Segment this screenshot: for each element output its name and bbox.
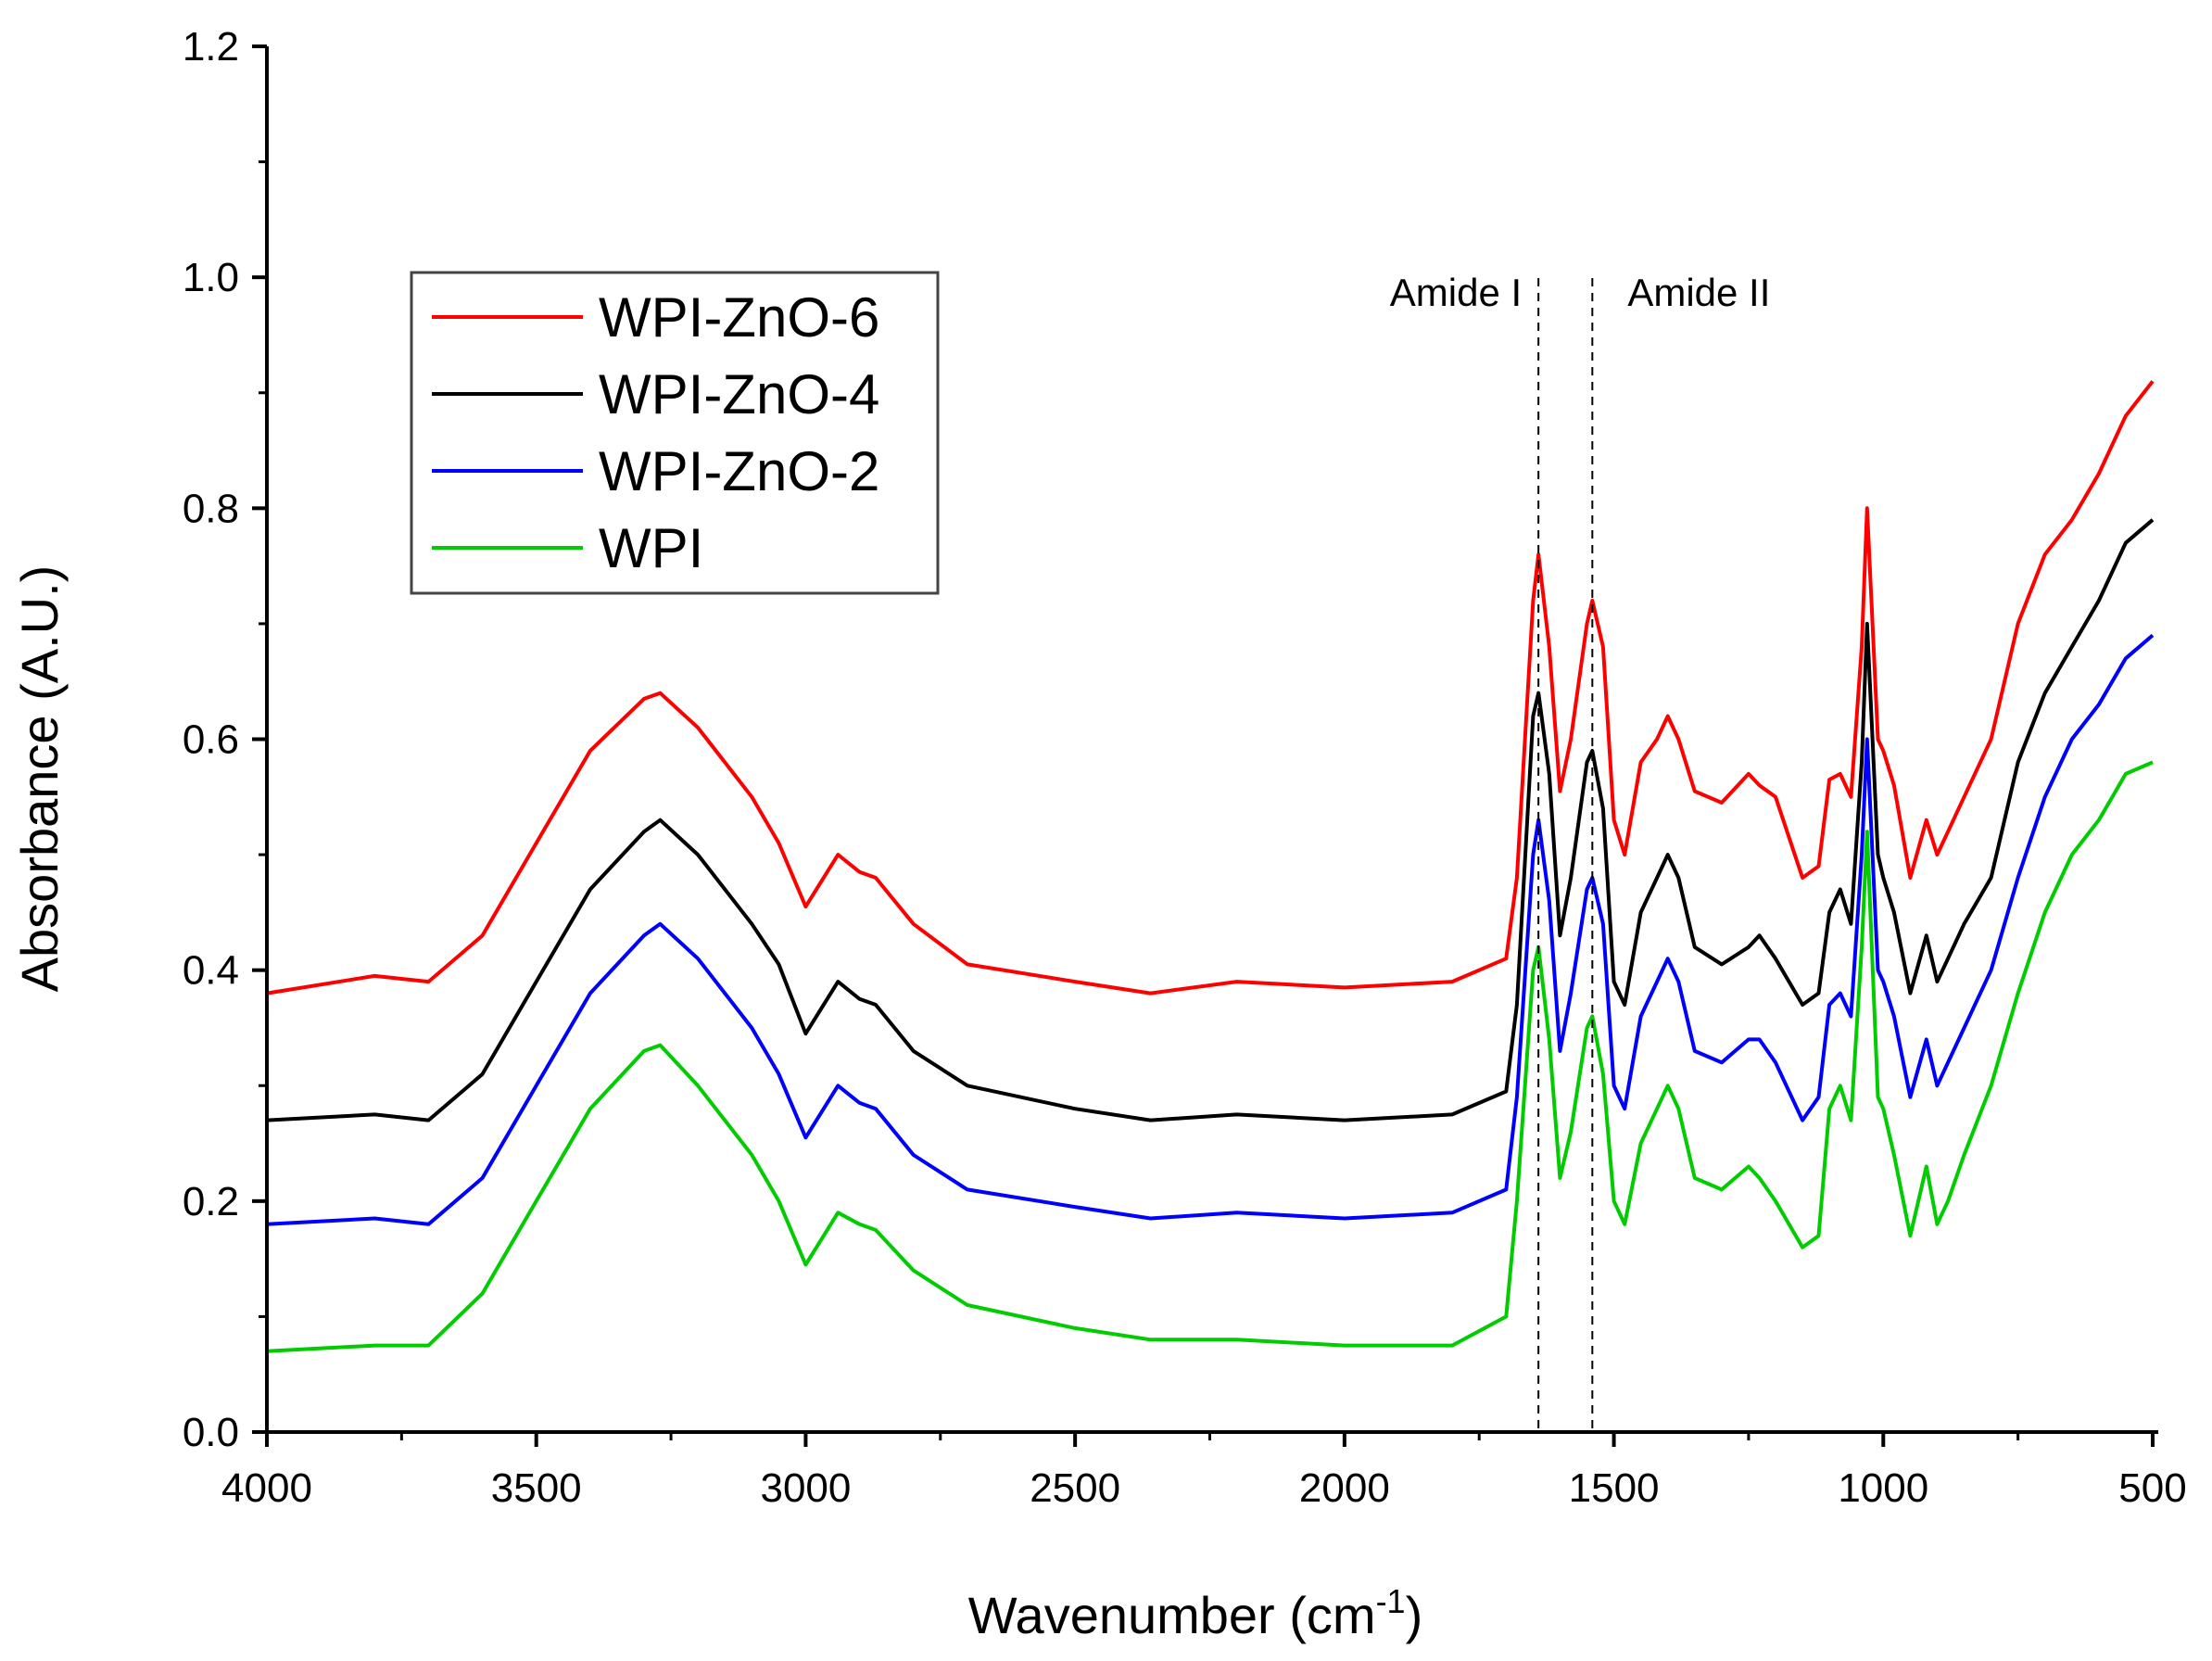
y-tick-label: 1.0 (183, 255, 239, 300)
y-axis-title: Absorbance (A.U.) (10, 565, 69, 993)
annotation-label: Amide II (1627, 271, 1770, 314)
x-tick-label: 1000 (1838, 1465, 1928, 1511)
series-line-wpi (266, 760, 2154, 1353)
x-tick-label: 3500 (491, 1465, 582, 1511)
y-tick-label: 0.0 (183, 1410, 239, 1455)
x-axis-title-superscript: -1 (1376, 1582, 1406, 1620)
legend-label: WPI (599, 517, 703, 579)
series-line-wpi-zno-6 (266, 380, 2155, 995)
x-tick-label: 2000 (1299, 1465, 1390, 1511)
x-tick-label: 500 (2118, 1465, 2186, 1511)
series-line-wpi-zno-2 (266, 633, 2155, 1226)
x-axis-title: Wavenumber (cm-1) (968, 1582, 1422, 1644)
legend-label: WPI-ZnO-4 (599, 363, 879, 425)
y-tick-label: 0.4 (183, 948, 239, 994)
x-tick-label: 1500 (1569, 1465, 1660, 1511)
y-tick-label: 0.6 (183, 717, 239, 763)
y-tick-label: 0.2 (183, 1179, 239, 1224)
legend-label: WPI-ZnO-2 (599, 440, 879, 502)
annotation-label: Amide I (1390, 271, 1522, 314)
series-line-wpi-zno-4 (266, 518, 2155, 1122)
x-tick-label: 3000 (760, 1465, 851, 1511)
x-tick-label: 4000 (221, 1465, 312, 1511)
legend-box (410, 271, 940, 595)
y-tick-label: 0.8 (183, 486, 239, 531)
x-tick-label: 2500 (1030, 1465, 1120, 1511)
y-tick-label: 1.2 (183, 24, 239, 70)
legend-label: WPI-ZnO-6 (599, 286, 879, 349)
